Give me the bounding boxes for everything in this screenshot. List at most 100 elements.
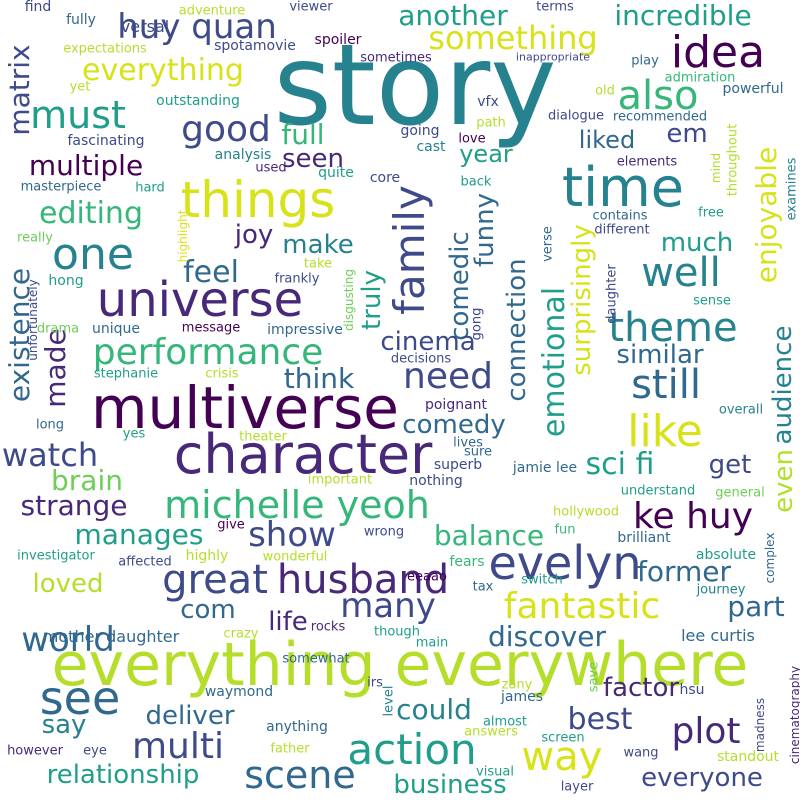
word-important: important [307,472,373,488]
word-mind: mind [709,152,723,184]
word-drama: drama [36,321,80,337]
word-liked: liked [578,126,636,154]
word-poignant: poignant [424,397,488,413]
word-manages: manages [74,518,204,551]
word-masterpiece: masterpiece [20,179,102,195]
word-spoiler: spoiler [314,32,362,48]
word-throughout: throughout [725,123,741,197]
word-also: also [617,73,699,119]
word-adventure: adventure [178,3,246,19]
word-multiverse: multiverse [91,374,399,442]
word-wrong: wrong [363,524,405,540]
word-former: former [636,555,732,588]
word-need: need [403,356,493,397]
word-really: really [17,230,53,246]
word-play: play [631,53,659,69]
word-absolute: absolute [695,547,757,563]
word-discover: discover [488,620,606,653]
word-crazy: crazy [223,626,259,642]
word-elements: elements [616,154,678,170]
word-take: take [303,256,333,272]
word-yes: yes [122,426,146,442]
word-however: however [7,743,63,759]
word-tax: tax [472,579,494,595]
word-zany: zany [501,677,533,693]
word-unique: unique [91,321,141,337]
word-huy-quan: huy quan [117,7,277,47]
word-scene: scene [244,753,356,797]
word-examines: examines [784,157,800,221]
word-many: many [340,586,436,626]
word-year: year [459,140,513,168]
word-cast: cast [416,139,446,155]
word-jamie-lee: jamie lee [512,460,578,476]
word-decisions: decisions [390,351,452,367]
word-family: family [385,185,434,315]
word-viewer: viewer [289,0,333,15]
word-surprisingly: surprisingly [567,224,597,376]
word-universe: universe [96,272,304,328]
word-waymond: waymond [204,684,274,700]
word-hollywood: hollywood [553,504,619,520]
word-unfortunately: unfortunately [26,279,40,361]
word-hsu: hsu [679,682,705,698]
word-affected: affected [118,554,172,570]
word-vfx: vfx [477,94,499,110]
word-factor: factor [602,673,680,703]
word-seen: seen [281,144,345,174]
word-find: find [24,0,52,15]
word-recommended: recommended [612,109,708,125]
word-lee-curtis: lee curtis [681,626,755,645]
word-best: best [567,702,633,737]
word-brilliant: brilliant [617,530,671,546]
word-fun: fun [554,522,576,538]
word-contains: contains [592,208,648,224]
word-get: get [708,450,752,480]
word-story: story [273,21,557,151]
word-multi: multi [131,726,225,767]
word-going: going [400,123,440,139]
word-different: different [594,222,650,238]
word-still: still [631,362,701,408]
word-highly: highly [185,548,229,564]
word-similar: similar [616,340,704,370]
word-made: made [39,328,72,408]
word-james: james [500,689,544,705]
word-make: make [282,230,354,260]
word-time: time [561,156,685,219]
word-message: message [181,320,241,336]
word-enjoyable: enjoyable [750,146,783,284]
word-inappropriate: inappropriate [515,50,591,64]
word-ke-huy: ke huy [632,496,754,537]
word-action: action [347,725,477,774]
word-audience: audience [768,325,798,445]
word-part: part [727,590,785,623]
word-anything: anything [266,719,328,735]
word-disgusting: disgusting [342,269,356,331]
word-could: could [396,693,472,726]
word-mother-daughter: mother daughter [42,627,180,646]
word-complex: complex [763,532,777,584]
word-path: path [476,115,506,131]
word-evelyn: evelyn [488,536,642,590]
word-rocks: rocks [310,619,346,635]
word-everything: everything [82,53,244,88]
word-character: character [173,423,433,486]
word-incredible: incredible [614,0,752,32]
word-loved: loved [32,569,104,599]
word-michelle-yeoh: michelle yeoh [164,483,430,527]
word-general: general [715,485,765,501]
word-overall: overall [718,402,764,418]
word-sense: sense [693,293,731,309]
word-versal: versal [120,17,170,36]
word-truly: truly [357,270,387,330]
word-life: life [268,607,308,637]
word-well: well [641,250,721,296]
word-somewhat: somewhat [282,651,350,667]
word-impressive: impressive [267,322,343,338]
word-editing: editing [39,196,143,231]
word-father: father [270,741,310,757]
word-stephanie: stephanie [93,366,159,382]
word-outstanding: outstanding [156,93,240,109]
word-connection: connection [502,258,532,402]
